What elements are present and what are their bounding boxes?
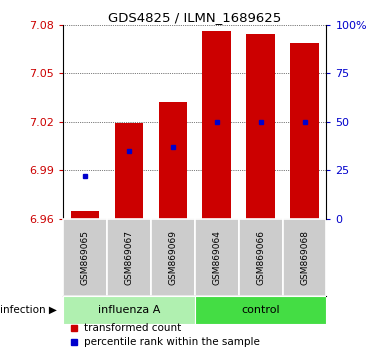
Text: GSM869066: GSM869066 xyxy=(256,230,265,285)
Bar xyxy=(290,42,319,219)
Bar xyxy=(203,31,231,219)
Text: GSM869067: GSM869067 xyxy=(124,230,134,285)
Bar xyxy=(239,219,283,296)
Bar xyxy=(283,219,326,296)
Text: percentile rank within the sample: percentile rank within the sample xyxy=(84,337,260,347)
Bar xyxy=(195,219,239,296)
Bar xyxy=(107,219,151,296)
Title: GDS4825 / ILMN_1689625: GDS4825 / ILMN_1689625 xyxy=(108,11,281,24)
Text: influenza A: influenza A xyxy=(98,305,160,315)
Bar xyxy=(63,296,195,324)
Text: GSM869069: GSM869069 xyxy=(168,230,177,285)
Bar xyxy=(158,102,187,219)
Bar xyxy=(195,296,326,324)
Text: transformed count: transformed count xyxy=(84,323,181,333)
Text: GSM869065: GSM869065 xyxy=(81,230,89,285)
Text: GSM869064: GSM869064 xyxy=(212,230,221,285)
Bar xyxy=(246,34,275,219)
Bar xyxy=(115,124,143,219)
Text: control: control xyxy=(241,305,280,315)
Bar xyxy=(151,219,195,296)
Bar xyxy=(71,211,99,219)
Bar xyxy=(63,219,107,296)
Text: infection ▶: infection ▶ xyxy=(0,305,57,315)
Text: GSM869068: GSM869068 xyxy=(300,230,309,285)
